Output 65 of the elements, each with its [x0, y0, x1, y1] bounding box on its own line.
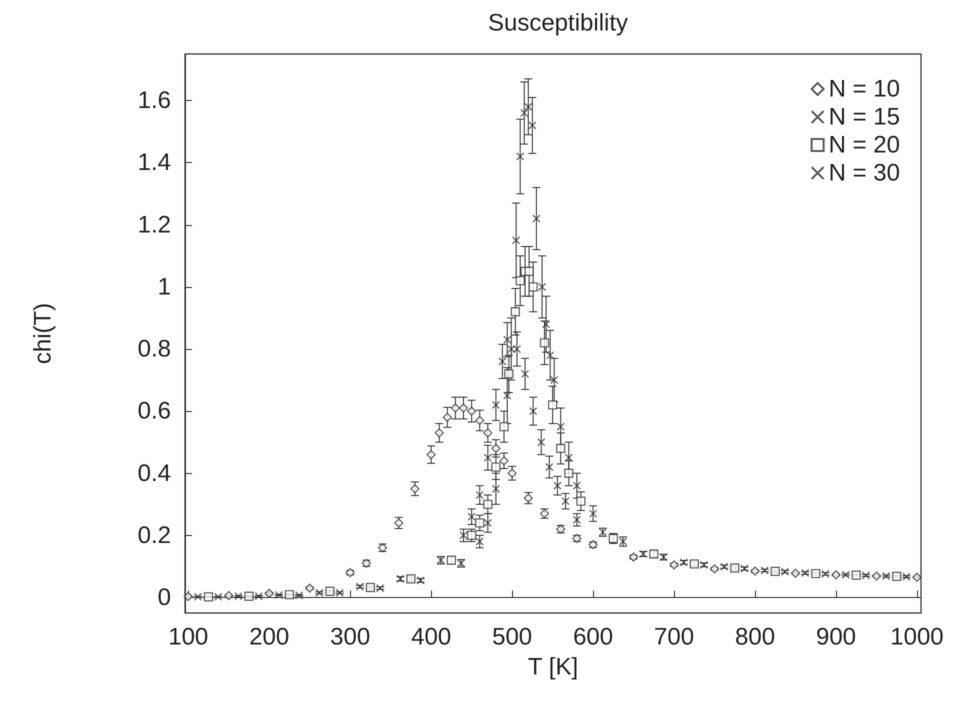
point	[576, 496, 586, 506]
point	[503, 392, 512, 400]
point	[516, 152, 524, 161]
legend-label: N = 15	[828, 104, 900, 130]
point	[476, 537, 484, 546]
legend-label: N = 20	[828, 132, 900, 158]
y-tick-label: 1	[158, 273, 171, 300]
x-tick-label: 400	[411, 624, 452, 650]
y-tick-label: 0.4	[138, 460, 171, 487]
point	[484, 454, 492, 462]
point	[520, 370, 530, 378]
y-tick-label: 0.8	[138, 336, 171, 363]
point	[484, 518, 492, 528]
point	[459, 531, 468, 540]
legend-label: N = 30	[828, 160, 900, 186]
x-tick-label: 900	[816, 624, 856, 650]
point	[508, 468, 517, 478]
x-axis-title: T [K]	[528, 654, 578, 680]
x-tick-label: 700	[654, 624, 694, 650]
point	[476, 490, 484, 500]
point	[537, 438, 546, 446]
point	[516, 276, 525, 286]
point	[572, 516, 581, 524]
point	[550, 376, 558, 384]
point	[528, 121, 536, 130]
point	[434, 428, 444, 438]
y-axis-title: chi(T)	[30, 302, 56, 364]
y-tick-label: 0	[158, 584, 171, 611]
point	[540, 338, 550, 348]
y-tick-label: 0.6	[138, 398, 171, 425]
point	[468, 512, 476, 521]
point	[499, 422, 509, 432]
chart-title: Susceptibility	[488, 10, 628, 36]
point	[475, 518, 484, 528]
point	[498, 357, 506, 366]
point	[492, 400, 500, 410]
x-tick-label: 200	[249, 624, 290, 650]
point	[524, 102, 532, 111]
point	[524, 266, 534, 276]
y-tick-label: 1.6	[138, 87, 171, 114]
legend-label: N = 10	[828, 76, 900, 102]
point	[442, 412, 452, 422]
point	[545, 462, 554, 472]
x-tick-label: 800	[734, 624, 776, 650]
x-tick-label: 500	[492, 624, 532, 650]
point	[532, 214, 540, 223]
x-tick-label: 300	[330, 624, 370, 650]
point	[553, 482, 562, 490]
y-tick-label: 1.2	[138, 211, 171, 238]
point	[512, 236, 520, 244]
point	[556, 444, 566, 454]
x-tick-label: 600	[573, 624, 614, 650]
point	[538, 282, 546, 292]
point	[588, 510, 598, 518]
point	[510, 307, 520, 316]
point	[572, 482, 581, 490]
x-tick-label: 1000	[890, 624, 944, 650]
point	[528, 282, 538, 292]
y-tick-label: 1.4	[138, 149, 171, 176]
point	[491, 462, 501, 472]
x-tick-label: 100	[168, 624, 208, 650]
y-tick-label: 0.2	[138, 522, 171, 549]
point	[483, 500, 492, 509]
point	[529, 407, 538, 416]
point	[548, 400, 558, 410]
